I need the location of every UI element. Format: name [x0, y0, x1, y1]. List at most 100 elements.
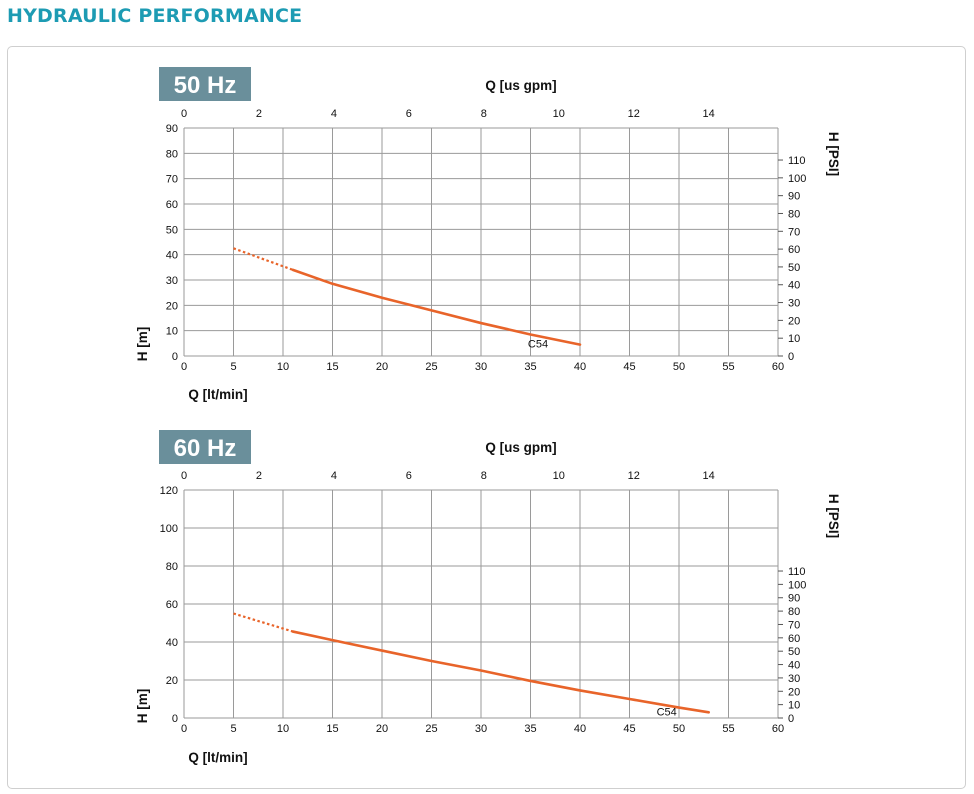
frequency-badge-label: 50 Hz: [174, 72, 237, 99]
bottom-tick-label: 35: [524, 361, 536, 373]
right-tick-label: 90: [788, 191, 800, 203]
right-tick-label: 100: [788, 173, 806, 185]
left-tick-label: 120: [160, 485, 178, 497]
top-tick-label: 8: [481, 470, 487, 482]
right-tick-label: 0: [788, 351, 794, 363]
frequency-badge: [159, 430, 251, 464]
right-tick-label: 100: [788, 579, 806, 591]
bottom-tick-label: 15: [326, 723, 338, 735]
right-tick-label: 10: [788, 700, 800, 712]
bottom-tick-label: 55: [722, 723, 734, 735]
bottom-tick-label: 25: [425, 723, 437, 735]
left-tick-label: 50: [166, 224, 178, 236]
bottom-tick-label: 60: [772, 723, 784, 735]
right-tick-label: 80: [788, 606, 800, 618]
right-tick-label: 50: [788, 262, 800, 274]
bottom-tick-label: 20: [376, 723, 388, 735]
left-tick-label: 20: [166, 300, 178, 312]
bottom-tick-label: 10: [277, 723, 289, 735]
right-axis-title: H [PSI]: [826, 132, 841, 176]
top-tick-label: 12: [628, 470, 640, 482]
left-tick-label: 10: [166, 326, 178, 338]
right-tick-label: 40: [788, 660, 800, 672]
left-tick-label: 60: [166, 599, 178, 611]
left-tick-label: 40: [166, 637, 178, 649]
top-tick-label: 0: [181, 470, 187, 482]
frequency-badge: [159, 67, 251, 101]
top-tick-label: 4: [331, 108, 337, 120]
bottom-tick-label: 30: [475, 723, 487, 735]
left-axis-title: H [m]: [135, 327, 150, 362]
bottom-tick-label: 60: [772, 361, 784, 373]
left-tick-label: 80: [166, 148, 178, 160]
bottom-tick-label: 40: [574, 361, 586, 373]
right-axis-title: H [PSI]: [826, 494, 841, 538]
right-tick-label: 70: [788, 619, 800, 631]
left-tick-label: 0: [172, 713, 178, 725]
right-tick-label: 60: [788, 244, 800, 256]
top-tick-label: 14: [703, 470, 715, 482]
curve-label: C54: [528, 339, 548, 351]
bottom-tick-label: 20: [376, 361, 388, 373]
bottom-tick-label: 35: [524, 723, 536, 735]
curve-dashed-segment: [233, 612, 294, 633]
bottom-tick-label: 0: [181, 361, 187, 373]
bottom-tick-label: 15: [326, 361, 338, 373]
top-tick-label: 10: [553, 108, 565, 120]
right-tick-label: 0: [788, 713, 794, 725]
left-tick-label: 40: [166, 250, 178, 262]
left-tick-label: 0: [172, 351, 178, 363]
chart-panel: [7, 46, 966, 789]
left-axis-title: H [m]: [135, 689, 150, 724]
bottom-tick-label: 45: [623, 723, 635, 735]
top-tick-label: 2: [256, 470, 262, 482]
right-tick-label: 30: [788, 298, 800, 310]
bottom-axis-title: Q [lt/min]: [188, 387, 247, 402]
bottom-tick-label: 5: [230, 723, 236, 735]
right-tick-label: 50: [788, 646, 800, 658]
curve-dashed-segment: [233, 247, 294, 271]
bottom-tick-label: 25: [425, 361, 437, 373]
bottom-tick-label: 40: [574, 723, 586, 735]
top-axis-title: Q [us gpm]: [485, 78, 556, 93]
top-tick-label: 14: [703, 108, 715, 120]
bottom-axis-title: Q [lt/min]: [188, 750, 247, 765]
right-tick-label: 40: [788, 280, 800, 292]
bottom-tick-label: 0: [181, 723, 187, 735]
right-tick-label: 110: [788, 155, 806, 167]
curve-line: [291, 268, 582, 346]
right-tick-label: 90: [788, 593, 800, 605]
right-tick-label: 30: [788, 673, 800, 685]
bottom-tick-label: 50: [673, 361, 685, 373]
right-tick-label: 60: [788, 633, 800, 645]
right-tick-label: 110: [788, 566, 806, 578]
left-tick-label: 70: [166, 174, 178, 186]
bottom-tick-label: 30: [475, 361, 487, 373]
bottom-tick-label: 45: [623, 361, 635, 373]
top-tick-label: 10: [553, 470, 565, 482]
left-tick-label: 20: [166, 675, 178, 687]
bottom-tick-label: 50: [673, 723, 685, 735]
top-tick-label: 2: [256, 108, 262, 120]
bottom-tick-label: 10: [277, 361, 289, 373]
top-tick-label: 8: [481, 108, 487, 120]
left-tick-label: 60: [166, 199, 178, 211]
right-tick-label: 20: [788, 315, 800, 327]
top-tick-label: 0: [181, 108, 187, 120]
top-tick-label: 6: [406, 108, 412, 120]
curve-label: C54: [657, 706, 677, 718]
bottom-tick-label: 55: [722, 361, 734, 373]
right-tick-label: 20: [788, 686, 800, 698]
frequency-badge-label: 60 Hz: [174, 435, 237, 462]
top-tick-label: 4: [331, 470, 337, 482]
right-tick-label: 80: [788, 208, 800, 220]
top-tick-label: 6: [406, 470, 412, 482]
left-tick-label: 100: [160, 523, 178, 535]
left-tick-label: 90: [166, 123, 178, 135]
left-tick-label: 30: [166, 275, 178, 287]
left-tick-label: 80: [166, 561, 178, 573]
right-tick-label: 10: [788, 333, 800, 345]
top-axis-title: Q [us gpm]: [485, 440, 556, 455]
right-tick-label: 70: [788, 226, 800, 238]
